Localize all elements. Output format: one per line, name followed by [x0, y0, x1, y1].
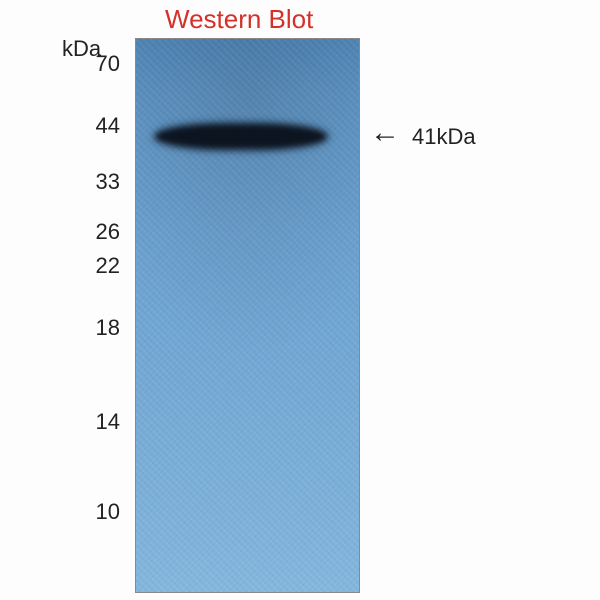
marker-label: 33 [96, 169, 120, 195]
marker-label: 14 [96, 409, 120, 435]
figure-title: Western Blot [165, 4, 313, 35]
blot-lane-gradient [136, 39, 359, 592]
marker-label: 26 [96, 219, 120, 245]
blot-lane [135, 38, 360, 593]
marker-label: 70 [96, 51, 120, 77]
marker-label: 18 [96, 315, 120, 341]
marker-label: 10 [96, 499, 120, 525]
figure-container: Western Blot kDa 7044332622181410 ← 41kD… [0, 0, 600, 600]
marker-label: 44 [96, 113, 120, 139]
band-size-label: 41kDa [412, 124, 476, 150]
protein-band [156, 125, 326, 148]
band-arrow-icon: ← [370, 118, 400, 148]
marker-label: 22 [96, 253, 120, 279]
